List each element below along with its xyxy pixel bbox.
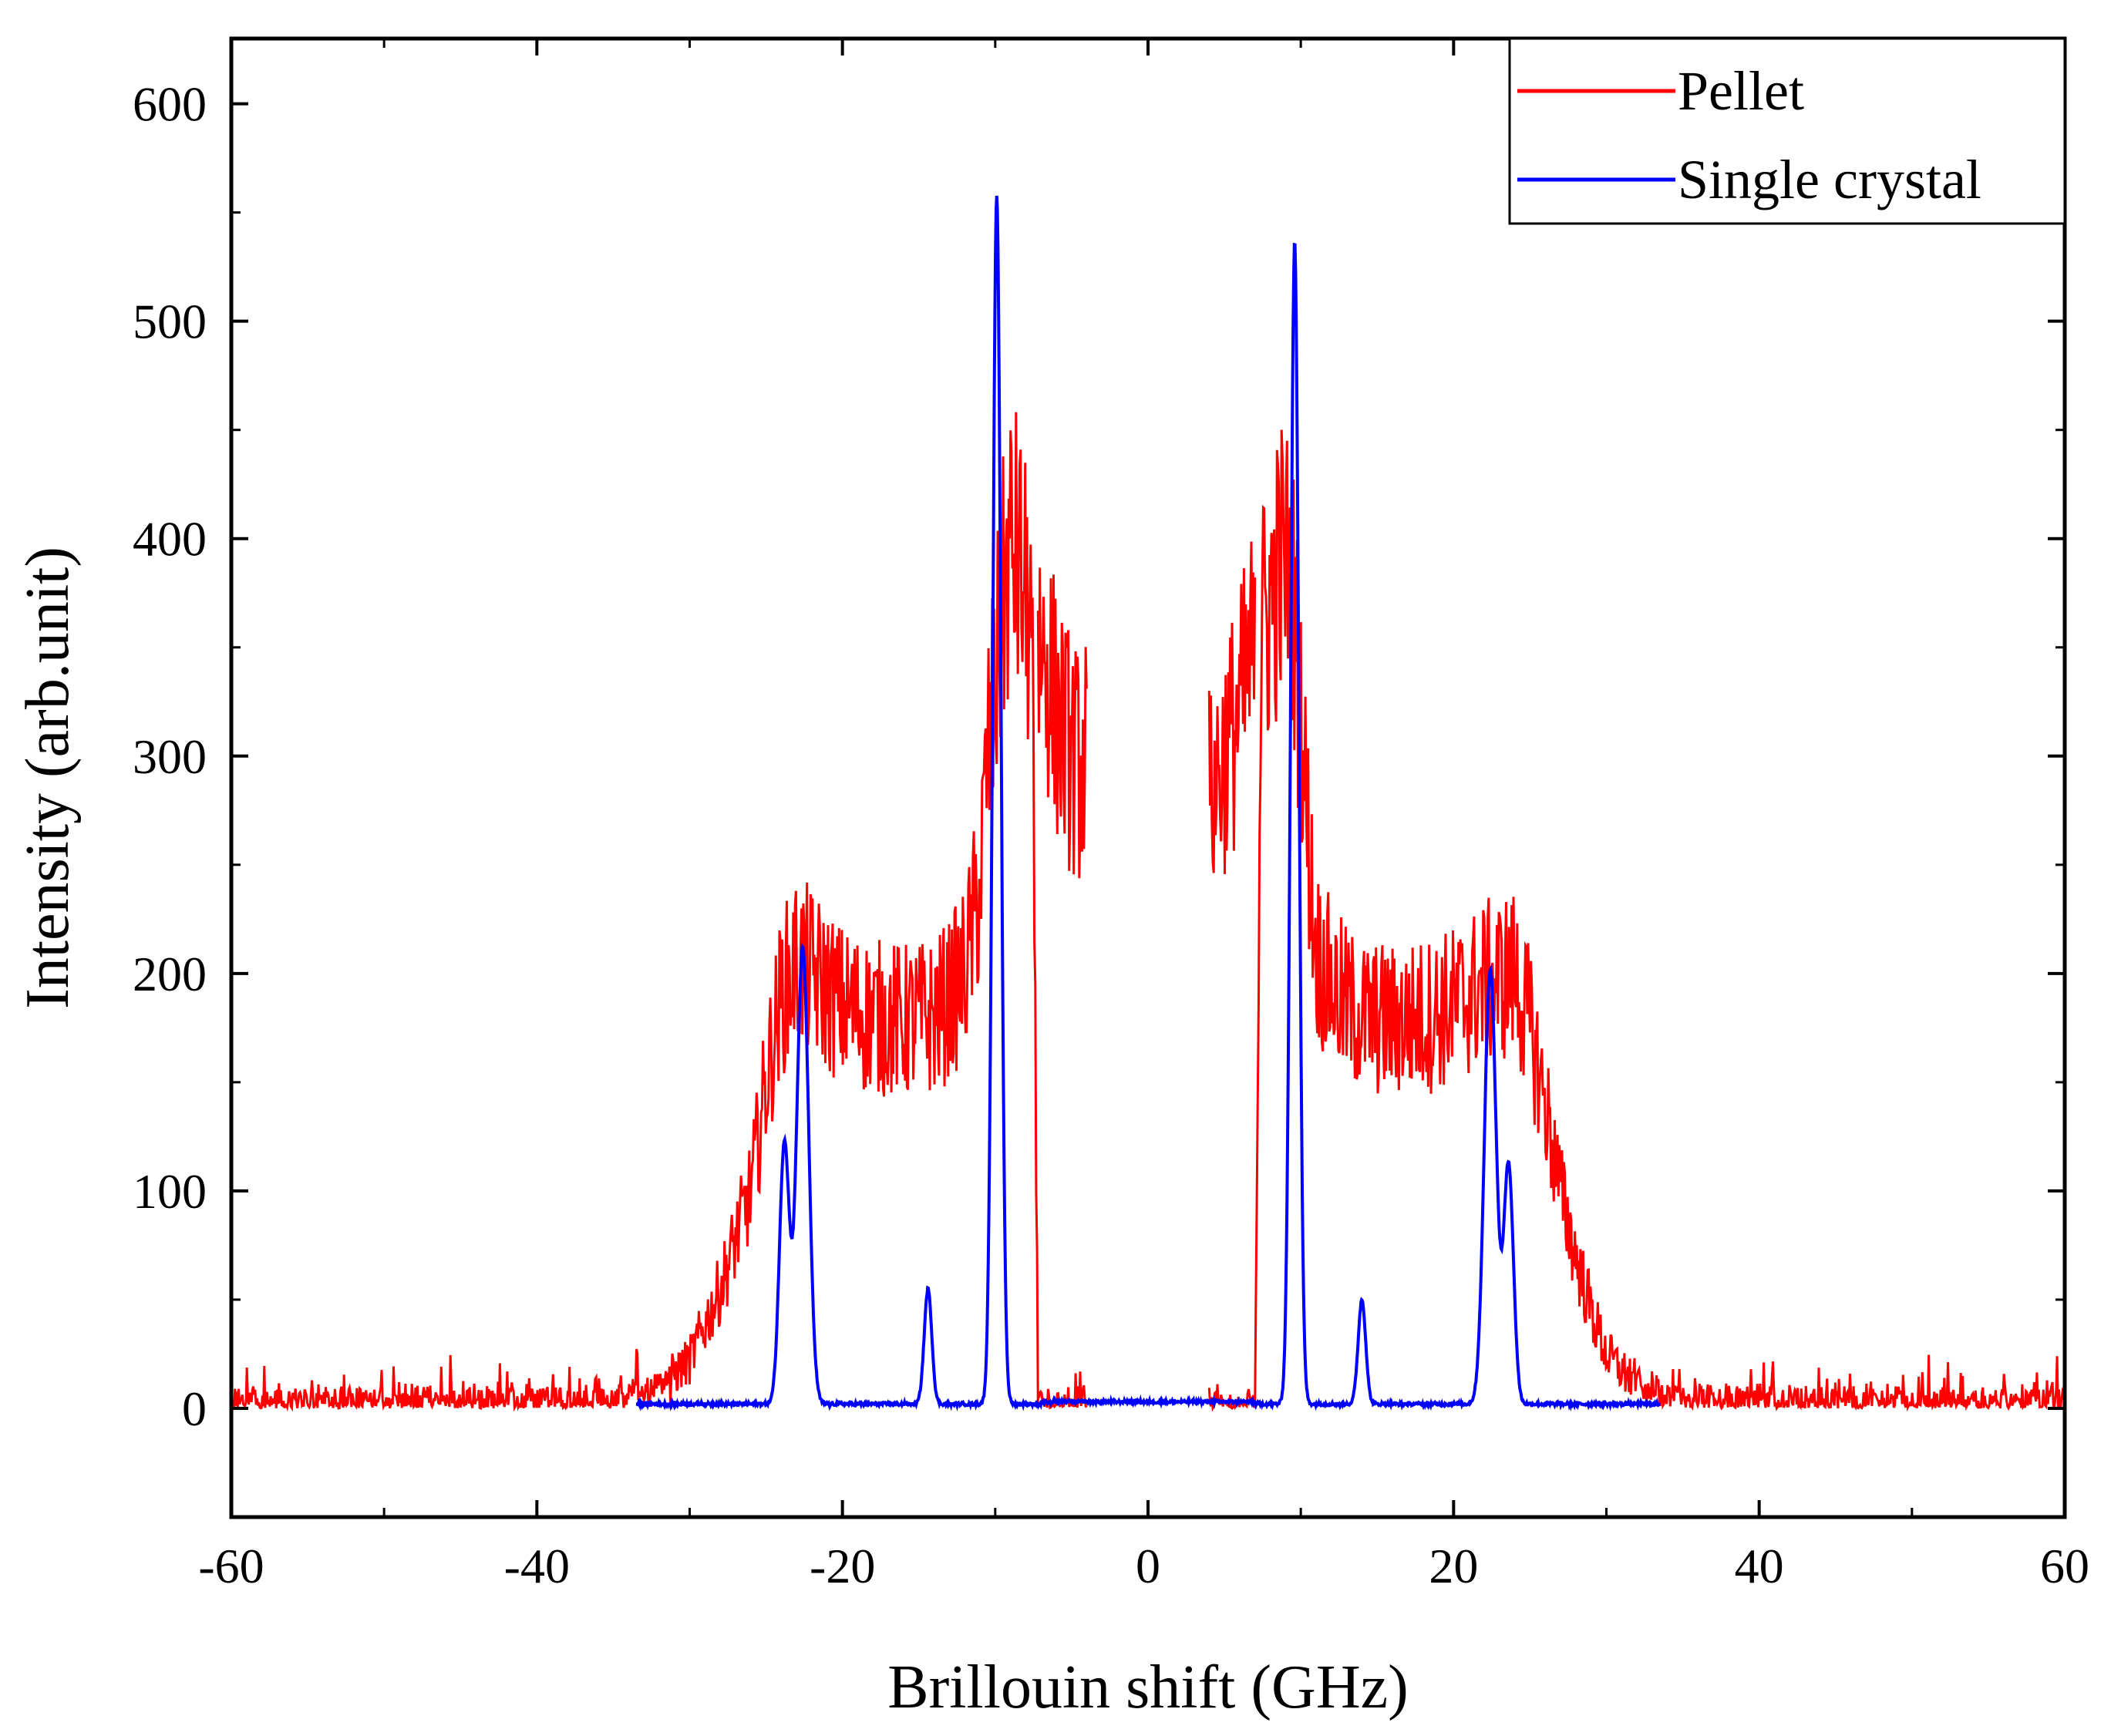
x-tick-label: 40 [1735,1539,1784,1593]
x-tick-label: -60 [198,1539,264,1593]
y-axis-title: Intensity (arb.unit) [14,547,82,1009]
legend: Pellet Single crystal [1508,37,2066,225]
x-axis-title: Brillouin shift (GHz) [887,1654,1408,1721]
y-tick-label: 500 [133,294,207,349]
x-tick-label: 20 [1429,1539,1478,1593]
y-tick-label: 300 [133,729,207,784]
pellet-trace-segment [1207,1384,1257,1412]
pellet-trace-segment [231,412,1039,1412]
x-tick-label: -20 [810,1539,875,1593]
pellet-trace-segment [1207,541,1257,874]
y-tick-label: 400 [133,512,207,567]
y-tick-label: 600 [133,77,207,132]
x-tick-label: 60 [2040,1539,2089,1593]
y-tick-label: 0 [182,1381,207,1436]
x-tick-label: -40 [504,1539,570,1593]
legend-label: Pellet [1678,60,1804,122]
y-tick-label: 200 [133,947,207,1001]
series-single-crystal [635,195,1662,1412]
series-layer [231,195,2065,1412]
y-tick-label: 100 [133,1164,207,1219]
pellet-trace-segment [1036,567,1088,879]
single-crystal-trace [635,195,1662,1412]
x-tick-label: 0 [1136,1539,1160,1593]
legend-label: Single crystal [1678,149,1981,210]
legend-box [1508,37,2066,225]
